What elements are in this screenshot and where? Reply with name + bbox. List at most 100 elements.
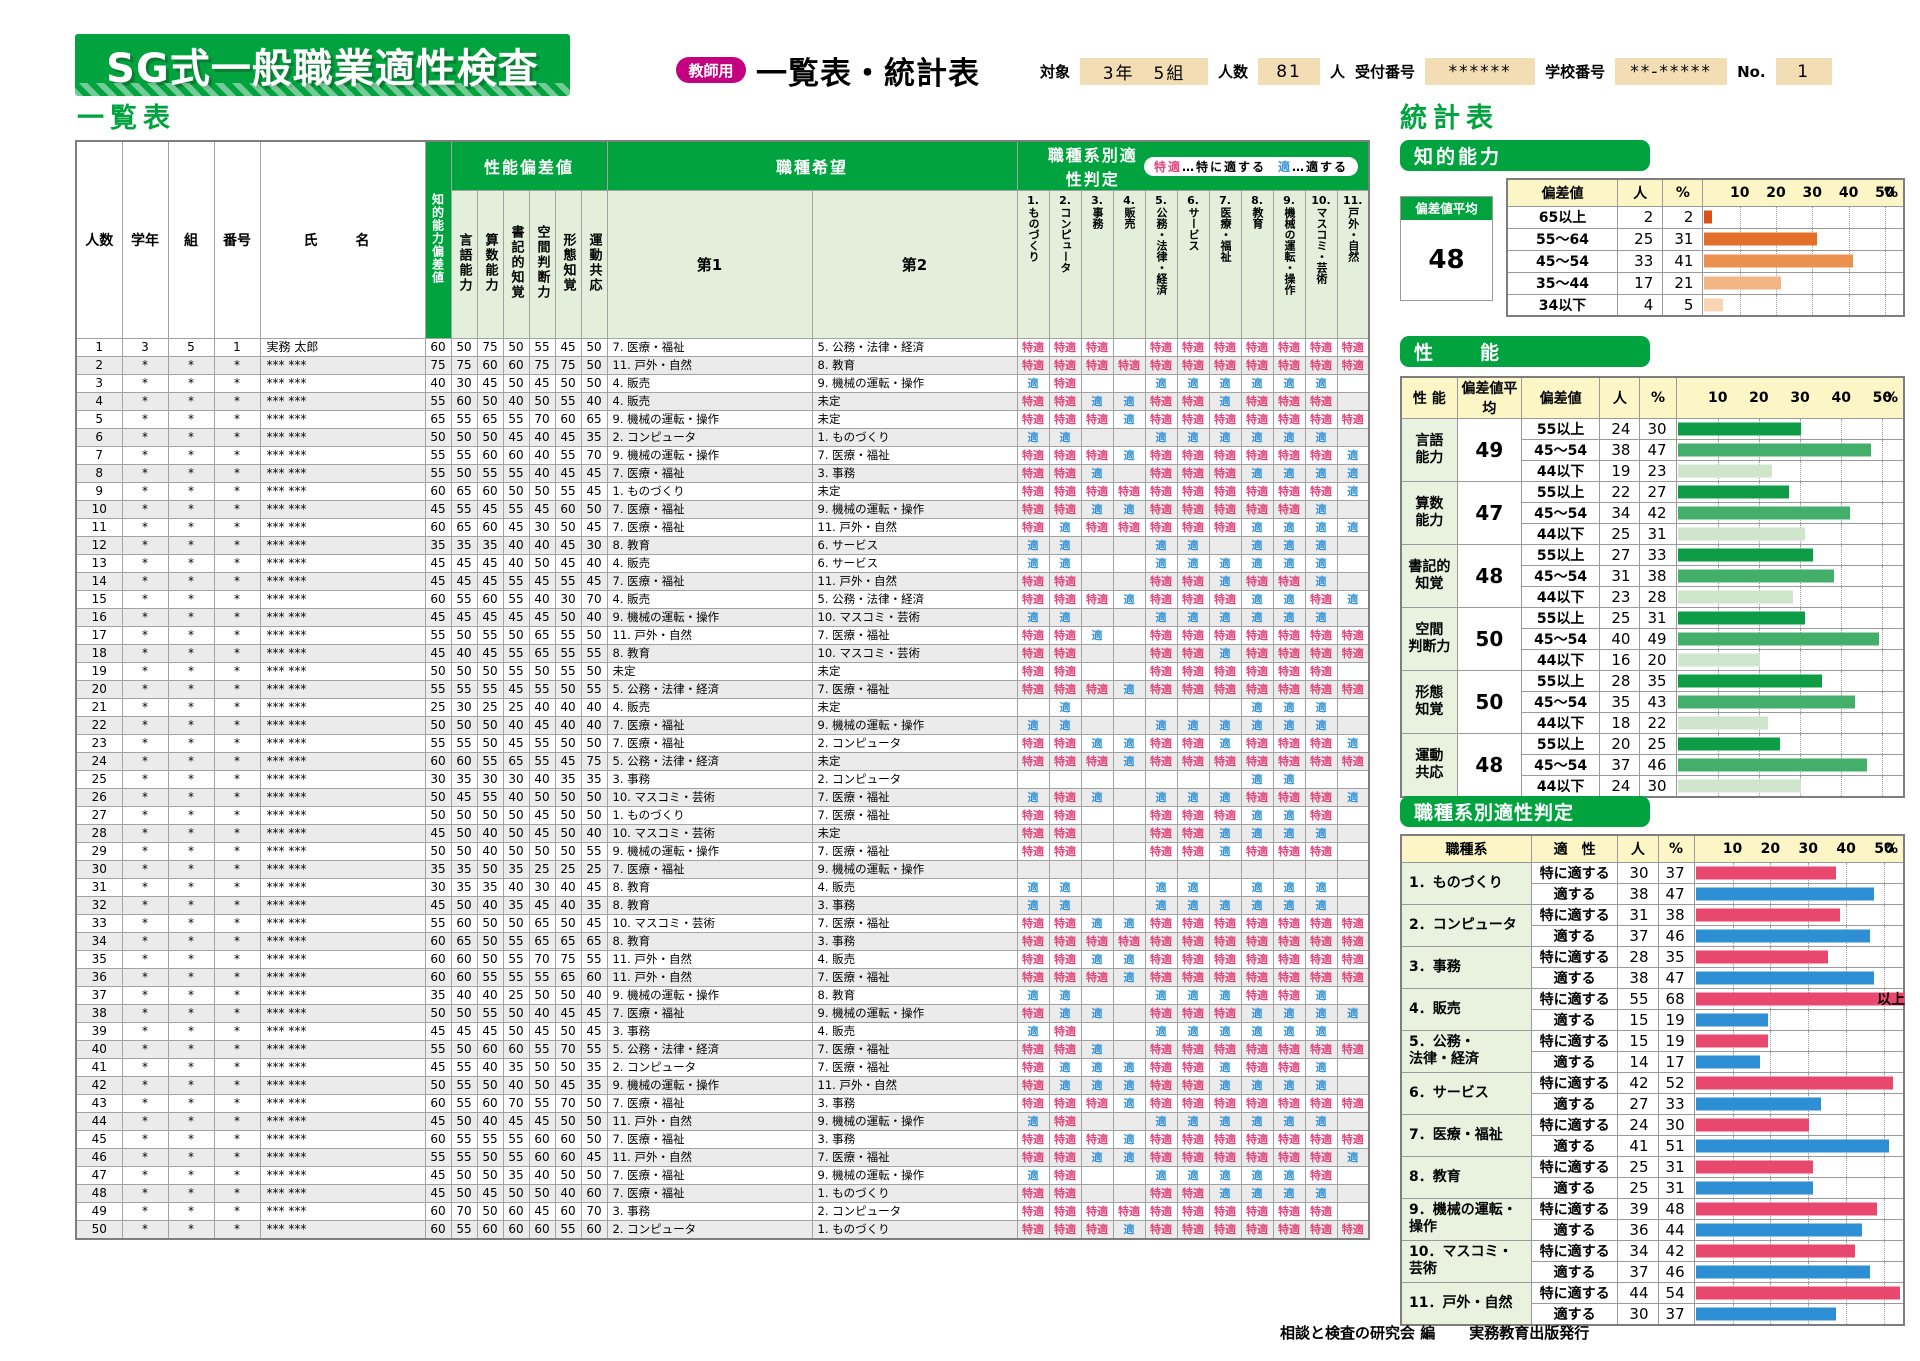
table-row: 24 * * * *** *** 60 60 55 65 55 45 75 5. 公務・法律・経済 未定特… xyxy=(75,752,1370,771)
cell-judgment: 適 xyxy=(1176,788,1210,807)
cell-judgment: 特適 xyxy=(1016,446,1050,465)
cell-judgment: 適 xyxy=(1304,1112,1338,1131)
stats-row: 45〜54 40 49 xyxy=(1401,628,1905,650)
cell-number: 32 xyxy=(75,896,123,915)
cell-judgment: 特適 xyxy=(1176,968,1210,987)
cell-wish-1: 5. 公務・法律・経済 xyxy=(606,752,813,771)
count-value: 36 xyxy=(1617,1218,1659,1241)
cell-judgment xyxy=(1080,824,1114,843)
stats-row: 運動 共応 48 55以上 20 25 xyxy=(1400,733,1905,798)
cell-judgment xyxy=(1080,536,1114,555)
cell-ability-score: 45 xyxy=(476,572,504,591)
cell-judgment: 特適 xyxy=(1304,788,1338,807)
chart-gridline xyxy=(1882,419,1884,439)
stats-row: 3．事務 特に適する 28 35 xyxy=(1400,945,1905,989)
ability-column-header: 算数能力 xyxy=(476,190,504,339)
axis-tick: 40 xyxy=(1831,390,1851,406)
cell-wish-2: 5. 公務・法律・経済 xyxy=(811,590,1018,609)
cell-judgment: 適 xyxy=(1176,986,1210,1005)
percent-value: 46 xyxy=(1657,924,1695,947)
cell-judgment: 特適 xyxy=(1176,482,1210,501)
cell-judgment: 適 xyxy=(1272,1112,1306,1131)
chart-cell xyxy=(1693,1239,1905,1262)
field-value-box: **-***** xyxy=(1615,58,1728,85)
cell-judgment: 特適 xyxy=(1144,464,1178,483)
cell-ability-score: 45 xyxy=(554,1076,582,1095)
cell-grade: * xyxy=(121,986,169,1005)
cell-wish-1: 4. 販売 xyxy=(606,392,813,411)
ability-column-header: 形態知覚 xyxy=(554,190,582,339)
percent-value: 35 xyxy=(1639,670,1677,692)
cell-judgment: 特適 xyxy=(1080,590,1114,609)
cell-grade: * xyxy=(121,950,169,969)
ability-column-header: 空間判断力 xyxy=(528,190,556,339)
count-value: 24 xyxy=(1617,1113,1659,1136)
cell-judgment xyxy=(1336,878,1370,897)
cell-judgment: 適 xyxy=(1208,1058,1242,1077)
cell-iq-score: 60 xyxy=(424,950,452,969)
cell-number: 33 xyxy=(75,914,123,933)
cell-wish-1: 7. 医療・福祉 xyxy=(606,500,813,519)
cell-judgment: 特適 xyxy=(1272,392,1306,411)
cell-judgment xyxy=(1080,644,1114,663)
cell-number: 26 xyxy=(75,788,123,807)
cell-ability-score: 45 xyxy=(554,536,582,555)
cell-judgment: 適 xyxy=(1016,896,1050,915)
cell-judgment xyxy=(1112,338,1146,357)
cell-ability-score: 50 xyxy=(450,806,478,825)
stats-row: 適する 15 19 xyxy=(1401,1008,1905,1031)
cell-grade: * xyxy=(121,968,169,987)
range-label: 45〜54 xyxy=(1520,691,1601,713)
cell-judgment: 特適 xyxy=(1144,806,1178,825)
cell-judgment: 特適 xyxy=(1272,950,1306,969)
cell-judgment: 適 xyxy=(1176,536,1210,555)
percent-value: 28 xyxy=(1639,586,1677,608)
cell-judgment xyxy=(1336,770,1370,789)
cell-name: *** *** xyxy=(259,410,426,429)
cell-judgment: 特適 xyxy=(1304,644,1338,663)
fit-label: 特に適する xyxy=(1531,987,1619,1010)
cell-wish-1: 3. 事務 xyxy=(606,1022,813,1041)
cell-ability-score: 50 xyxy=(476,950,504,969)
cell-judgment: 適 xyxy=(1208,428,1242,447)
cell-iq-score: 45 xyxy=(424,824,452,843)
cell-judgment xyxy=(1080,986,1114,1005)
cell-grade: * xyxy=(121,428,169,447)
cell-wish-1: 4. 販売 xyxy=(606,554,813,573)
cell-judgment: 特適 xyxy=(1176,1202,1210,1221)
cell-judgment xyxy=(1336,374,1370,393)
cell-judgment: 適 xyxy=(1112,950,1146,969)
cell-ability-score: 40 xyxy=(502,716,530,735)
chart-gridline xyxy=(1770,1051,1772,1072)
cell-ability-score: 55 xyxy=(502,464,530,483)
cell-wish-1: 2. コンピュータ xyxy=(606,1058,813,1077)
cell-ability-score: 40 xyxy=(580,824,608,843)
cell-judgment: 特適 xyxy=(1176,806,1210,825)
cell-ability-score: 50 xyxy=(528,1076,556,1095)
cell-wish-2: 6. サービス xyxy=(811,536,1018,555)
cell-judgment: 適 xyxy=(1048,428,1082,447)
cell-judgment: 特適 xyxy=(1048,734,1082,753)
chart-gridline xyxy=(1841,587,1843,607)
table-row: 23 * * * *** *** 55 55 50 45 55 50 50 7. 医療・福祉 2. コンピ… xyxy=(75,734,1370,753)
cell-ability-score: 40 xyxy=(554,1184,582,1203)
cell-ability-score: 50 xyxy=(502,1022,530,1041)
chart-gridline xyxy=(1800,650,1802,670)
count-value: 28 xyxy=(1617,945,1659,968)
cell-judgment: 適 xyxy=(1176,1112,1210,1131)
cell-ability-score: 55 xyxy=(450,1130,478,1149)
cell-judgment: 特適 xyxy=(1048,752,1082,771)
cell-ability-score: 40 xyxy=(476,986,504,1005)
cell-judgment: 特適 xyxy=(1144,626,1178,645)
cell-iq-score: 60 xyxy=(424,338,452,357)
cell-ability-score: 40 xyxy=(580,554,608,573)
cell-wish-1: 7. 医療・福祉 xyxy=(606,1166,813,1185)
chart-cell xyxy=(1675,439,1905,461)
count-value: 30 xyxy=(1617,1302,1659,1325)
list-table-wrap: 人数 学年組番号氏 名知的能力偏差値 性能偏差値 職種希望 職種系別適性判定 特適…特に適… xyxy=(75,140,1370,1240)
cell-name: *** *** xyxy=(259,1058,426,1077)
percent-value: 52 xyxy=(1657,1071,1695,1094)
count-value: 14 xyxy=(1617,1050,1659,1073)
cell-seat: * xyxy=(213,482,261,501)
cell-judgment: 適 xyxy=(1112,1130,1146,1149)
